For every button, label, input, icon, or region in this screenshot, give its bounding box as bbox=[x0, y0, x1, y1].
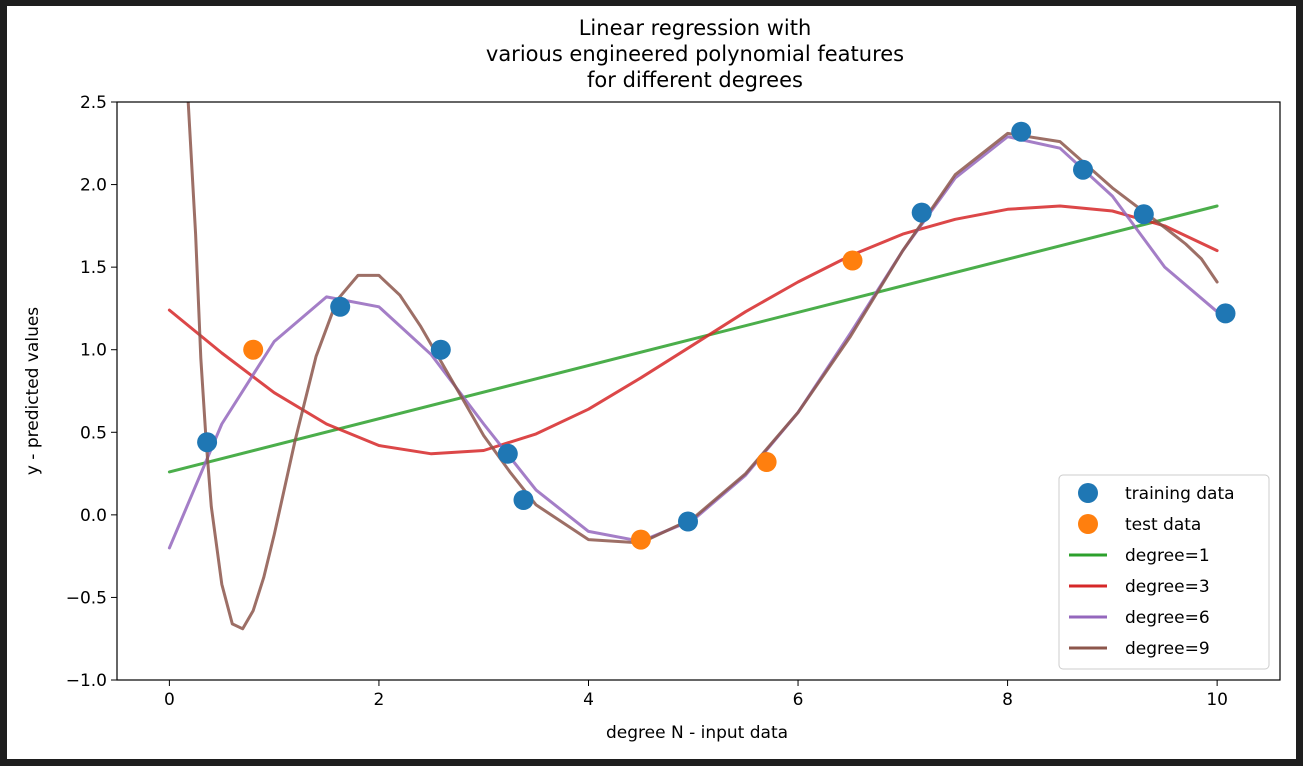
chart: Linear regression with various engineere… bbox=[23, 16, 1281, 743]
training-data-point bbox=[197, 432, 218, 453]
legend-label-degree-9: degree=9 bbox=[1125, 639, 1210, 659]
test-data-point bbox=[842, 250, 863, 271]
training-data-point bbox=[911, 202, 932, 223]
y-tick-label: 1.5 bbox=[80, 258, 107, 278]
training-data-point bbox=[1011, 121, 1032, 142]
legend-label-training-data: training data bbox=[1125, 484, 1235, 504]
legend-label-degree-1: degree=1 bbox=[1125, 546, 1210, 566]
training-data-point bbox=[1133, 204, 1154, 225]
x-tick-label: 10 bbox=[1206, 690, 1228, 710]
training-data-point bbox=[1073, 159, 1093, 180]
y-tick-label: −0.5 bbox=[66, 588, 107, 608]
data-points bbox=[197, 121, 1236, 550]
y-tick-label: −1.0 bbox=[66, 671, 107, 691]
series-line-degree-3 bbox=[167, 204, 1219, 456]
series-line-degree-1 bbox=[167, 204, 1219, 474]
training-data-point bbox=[497, 443, 518, 464]
axes: 0 2 4 6 8 10 −1.0 −0.5 0.0 0.5 1.0 1.5 2.0 2.5 bbox=[66, 93, 1228, 710]
legend-marker-test-data bbox=[1078, 514, 1098, 534]
x-tick-label: 0 bbox=[164, 690, 175, 710]
legend-box bbox=[1058, 474, 1270, 670]
legend-label-degree-3: degree=3 bbox=[1125, 577, 1210, 597]
y-tick-label: 1.0 bbox=[80, 341, 107, 361]
test-data-point bbox=[243, 339, 264, 360]
title-line-2: various engineered polynomial features bbox=[486, 42, 904, 66]
title-line-1: Linear regression with bbox=[579, 16, 812, 40]
y-tick-label: 0.0 bbox=[80, 506, 107, 526]
legend-label-test-data: test data bbox=[1125, 515, 1201, 535]
training-data-point bbox=[513, 490, 534, 510]
legend-marker-training-data bbox=[1078, 483, 1098, 503]
legend: training data test data degree=1 degree=… bbox=[1058, 474, 1270, 670]
y-tick-label: 2.5 bbox=[80, 93, 107, 113]
training-data-point bbox=[430, 339, 451, 360]
x-tick-label: 6 bbox=[793, 690, 804, 710]
chart-title: Linear regression with various engineere… bbox=[486, 16, 904, 92]
legend-label-degree-6: degree=6 bbox=[1125, 608, 1210, 628]
test-data-point bbox=[756, 452, 777, 472]
series-line-degree-9 bbox=[186, 102, 1219, 631]
y-axis-label: y - predicted values bbox=[23, 307, 43, 475]
x-tick-label: 4 bbox=[583, 690, 594, 710]
y-tick-label: 2.0 bbox=[80, 176, 107, 196]
chart-frame: Linear regression with various engineere… bbox=[7, 6, 1296, 759]
x-tick-label: 2 bbox=[374, 690, 385, 710]
training-data-point bbox=[1215, 303, 1236, 324]
x-tick-label: 8 bbox=[1002, 690, 1013, 710]
training-data-point bbox=[678, 511, 698, 532]
title-line-3: for different degrees bbox=[587, 68, 803, 92]
y-tick-label: 0.5 bbox=[80, 423, 107, 443]
training-data-point bbox=[330, 296, 351, 317]
test-data-point bbox=[630, 529, 651, 550]
plot-area-border bbox=[116, 101, 1281, 681]
x-axis-label: degree N - input data bbox=[606, 723, 788, 743]
